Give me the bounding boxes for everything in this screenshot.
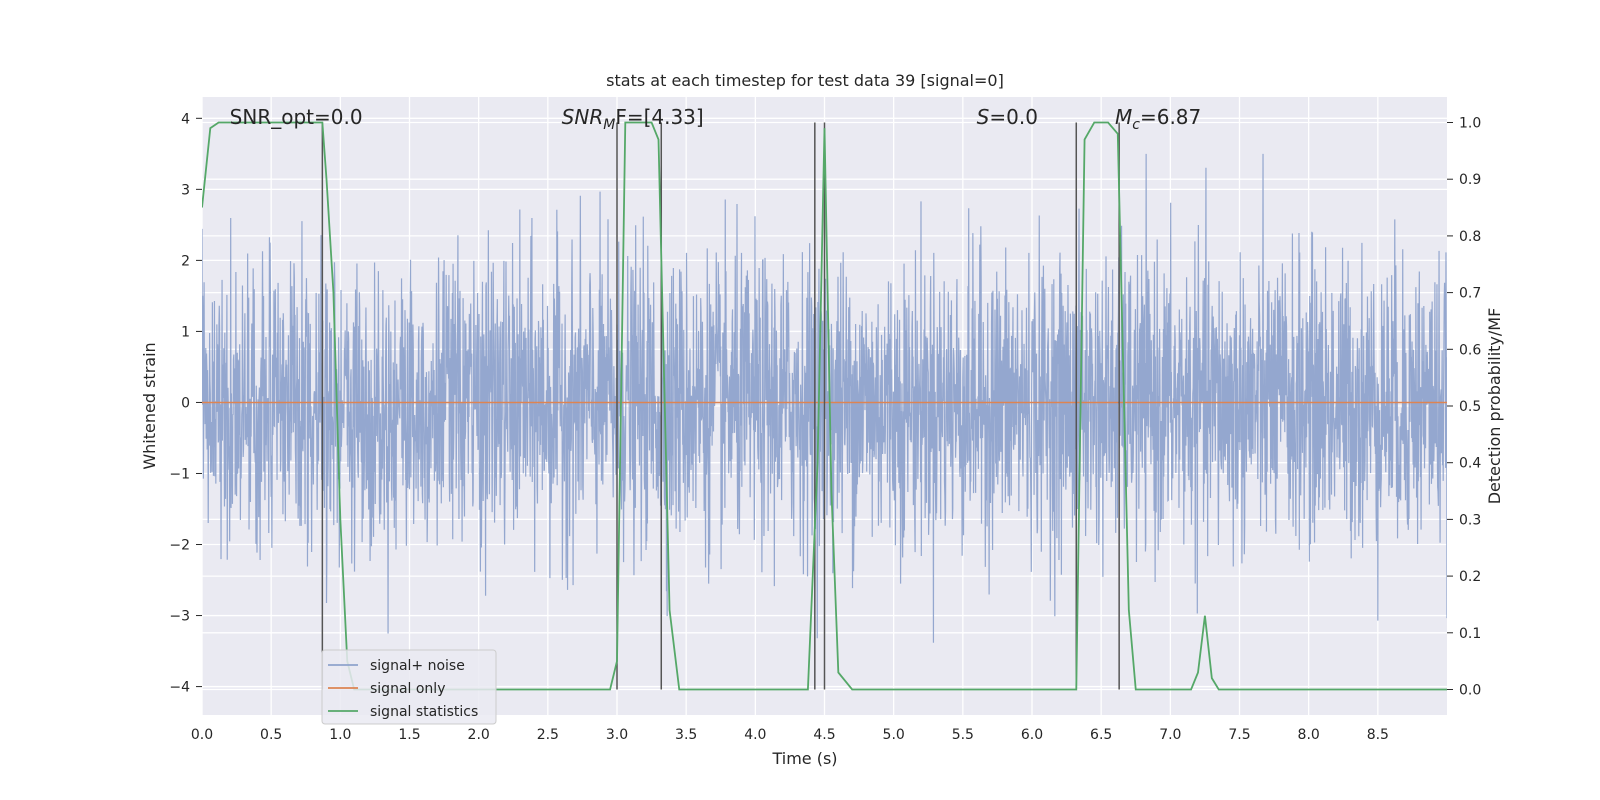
signal-statistics-series [202, 121, 1447, 691]
right-y-tick-label: 0.6 [1459, 342, 1481, 358]
right-y-tick-label: 0.3 [1459, 512, 1481, 528]
x-tick-label: 5.5 [952, 727, 974, 743]
right-y-tick-label: 0.2 [1459, 569, 1481, 585]
annotation-text: SNRMF=[4.33] [562, 105, 704, 133]
x-tick-label: 8.0 [1298, 727, 1320, 743]
right-y-tick-label: 0.5 [1459, 399, 1481, 415]
left-y-axis-ticks: 4 3 2 1 0 −1 −2 −3 −4 [169, 111, 202, 696]
x-tick-label: 0.0 [191, 727, 213, 743]
x-tick-label: 8.5 [1367, 727, 1389, 743]
x-tick-label: 7.0 [1159, 727, 1181, 743]
left-y-tick-label: 4 [181, 111, 190, 127]
legend-box [321, 649, 497, 725]
left-y-tick-label: −2 [169, 538, 190, 554]
right-y-tick-label: 1.0 [1459, 116, 1481, 132]
x-tick-label: 0.5 [260, 727, 282, 743]
legend-entry: signal statistics [370, 704, 478, 720]
x-tick-label: 2.0 [468, 727, 490, 743]
x-tick-label: 6.5 [1090, 727, 1112, 743]
threshold-lines [321, 122, 1120, 690]
left-y-tick-label: −4 [169, 680, 190, 696]
x-tick-label: 7.5 [1228, 727, 1250, 743]
annotation-text: SNR_opt=0.0 [230, 105, 363, 129]
left-y-tick-label: −3 [169, 609, 190, 625]
signal-statistics-line [202, 121, 1447, 691]
right-y-tick-label: 0.4 [1459, 456, 1481, 472]
right-y-tick-label: 0.8 [1459, 229, 1481, 245]
right-y-tick-label: 0.9 [1459, 172, 1481, 188]
right-y-tick-label: 0.7 [1459, 286, 1481, 302]
left-y-tick-label: 2 [181, 253, 190, 269]
x-tick-label: 3.5 [675, 727, 697, 743]
annotations: SNR_opt=0.0 SNRMF=[4.33] S=0.0 Mc=6.87 [230, 105, 1202, 133]
left-y-tick-label: 3 [181, 182, 190, 198]
left-y-tick-label: 1 [181, 324, 190, 340]
legend: signal+ noise signal only signal statistic… [321, 649, 497, 725]
x-tick-label: 4.5 [813, 727, 835, 743]
legend-entry: signal+ noise [370, 658, 465, 674]
x-tick-label: 2.5 [537, 727, 559, 743]
left-y-axis-label: Whitened strain [140, 342, 159, 469]
annotation-text: S=0.0 [977, 105, 1038, 129]
x-tick-label: 5.0 [883, 727, 905, 743]
chart-title: stats at each timestep for test data 39 … [606, 71, 1004, 90]
legend-entry: signal only [370, 681, 445, 697]
x-tick-label: 1.0 [329, 727, 351, 743]
x-tick-label: 6.0 [1021, 727, 1043, 743]
x-axis-label: Time (s) [771, 749, 837, 768]
right-y-axis-label: Detection probability/MF [1485, 308, 1504, 505]
right-y-tick-label: 0.1 [1459, 626, 1481, 642]
left-y-tick-label: −1 [169, 466, 190, 482]
left-y-tick-label: 0 [181, 395, 190, 411]
x-tick-label: 3.0 [606, 727, 628, 743]
right-y-axis-ticks: 1.0 0.9 0.8 0.7 0.6 0.5 0.4 0.3 0.2 0.1 0.0 [1447, 116, 1481, 698]
annotation-text: Mc=6.87 [1115, 105, 1201, 133]
x-tick-label: 1.5 [398, 727, 420, 743]
x-axis-ticks: 0.0 0.5 1.0 1.5 2.0 2.5 3.0 3.5 4.0 4.5 5.0 5.5 6.0 6… [191, 727, 1389, 743]
right-y-tick-label: 0.0 [1459, 682, 1481, 698]
x-tick-label: 4.0 [744, 727, 766, 743]
